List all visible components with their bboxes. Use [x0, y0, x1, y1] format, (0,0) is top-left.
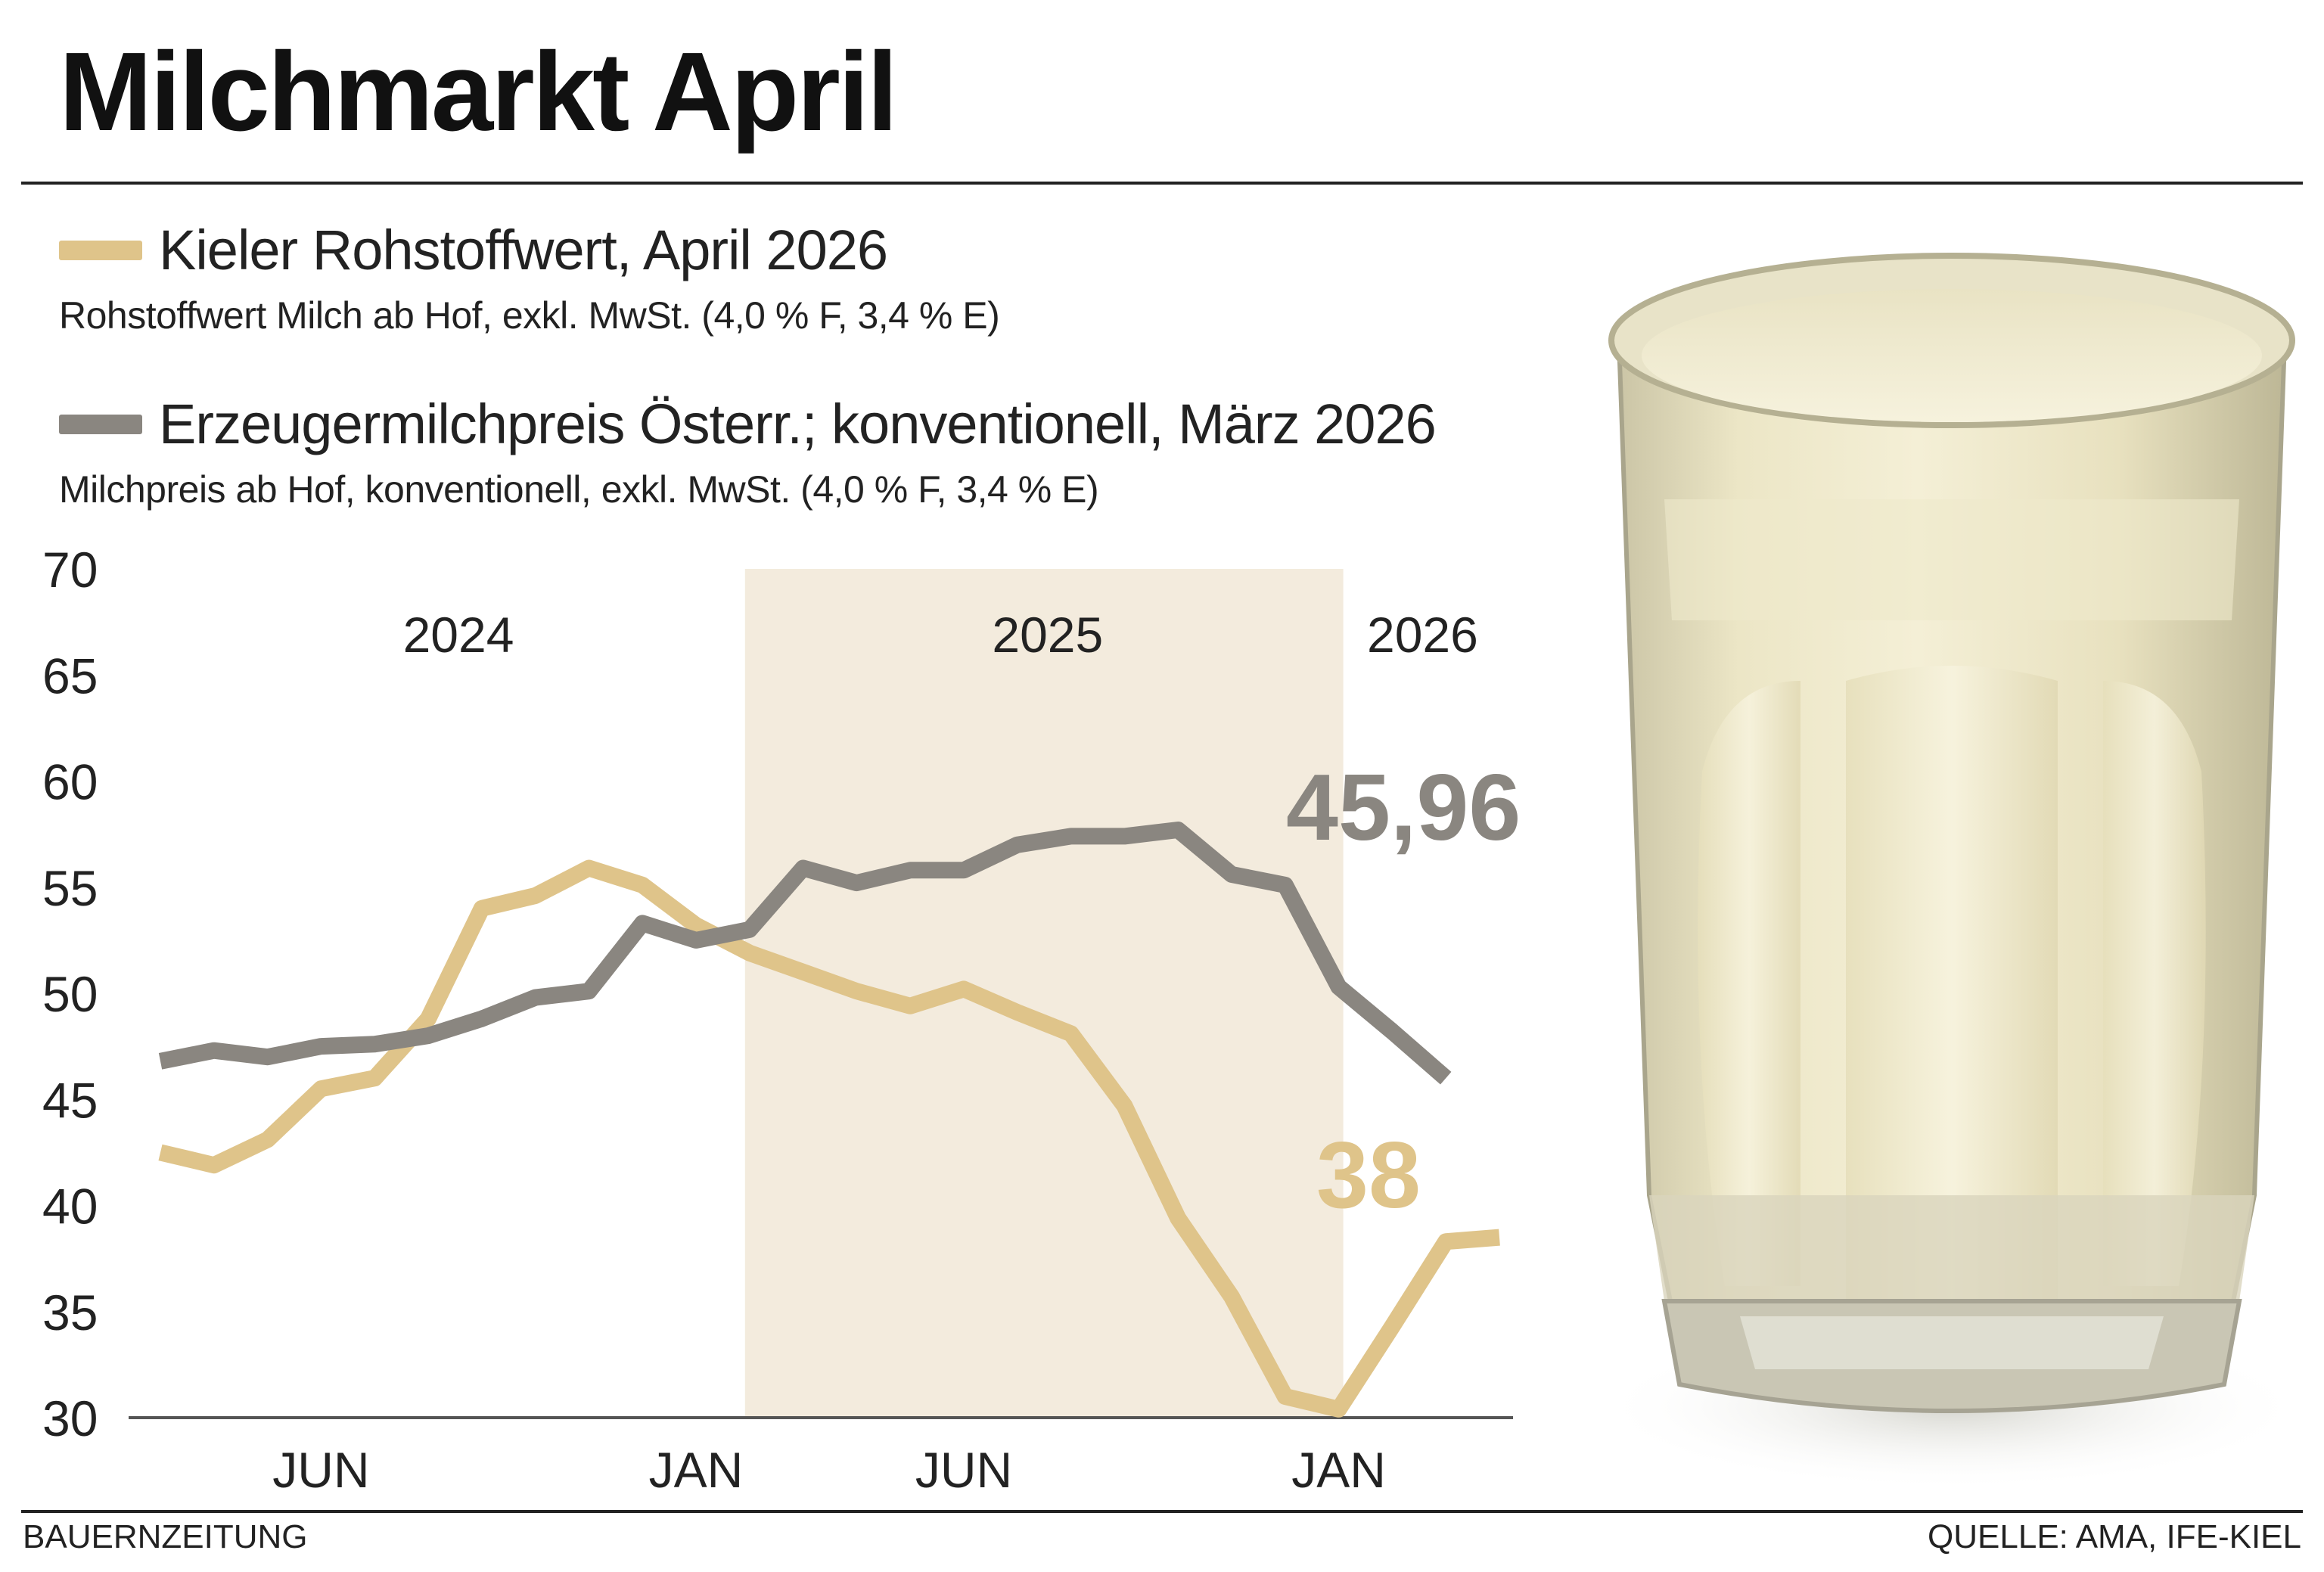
footer-divider: [21, 1510, 2303, 1513]
y-tick-label: 70: [42, 542, 98, 598]
page-title: Milchmarkt April: [59, 30, 898, 154]
legend-title-erzeugermilchpreis: Erzeugermilchpreis Österr.; konventionel…: [159, 393, 1437, 455]
publisher-credit: BAUERNZEITUNG: [23, 1518, 308, 1555]
y-tick-label: 50: [42, 966, 98, 1022]
series-line-2: [158, 822, 1452, 1085]
legend-subtitle-kieler: Rohstoffwert Milch ab Hof, exkl. MwSt. (…: [59, 294, 1000, 337]
end-value-label: 45,96: [1286, 756, 1521, 860]
x-tick-label: JUN: [272, 1442, 369, 1498]
legend-title-kieler: Kieler Rohstoffwert, April 2026: [159, 219, 888, 281]
year-label: 2024: [403, 607, 514, 663]
y-tick-label: 35: [42, 1285, 98, 1341]
y-tick-label: 45: [42, 1072, 98, 1128]
y-tick-label: 30: [42, 1390, 98, 1446]
milk-glass-icon: [1596, 253, 2307, 1490]
y-tick-label: 55: [42, 860, 98, 916]
series-line-1: [158, 859, 1500, 1418]
legend-swatch-kieler: [59, 241, 142, 260]
x-tick-label: JUN: [915, 1442, 1012, 1498]
title-divider: [21, 182, 2303, 185]
y-tick-label: 40: [42, 1179, 98, 1235]
x-tick-label: JAN: [1291, 1442, 1386, 1498]
legend-swatch-erzeugermilchpreis: [59, 415, 142, 434]
end-value-label: 38: [1316, 1123, 1421, 1228]
y-tick-label: 65: [42, 648, 98, 704]
year-label: 2026: [1367, 607, 1478, 663]
x-tick-label: JAN: [649, 1442, 744, 1498]
source-credit: QUELLE: AMA, IFE-KIEL: [1928, 1518, 2301, 1555]
year-label: 2025: [992, 607, 1103, 663]
shaded-year-band: [744, 569, 1344, 1418]
legend-subtitle-erzeugermilchpreis: Milchpreis ab Hof, konventionell, exkl. …: [59, 468, 1099, 511]
line-chart: 30 35 40 45 50 55 60 65 70 JUN JAN JUN JAN 2024 2025 20…: [42, 542, 1521, 1498]
y-tick-label: 60: [42, 754, 98, 810]
